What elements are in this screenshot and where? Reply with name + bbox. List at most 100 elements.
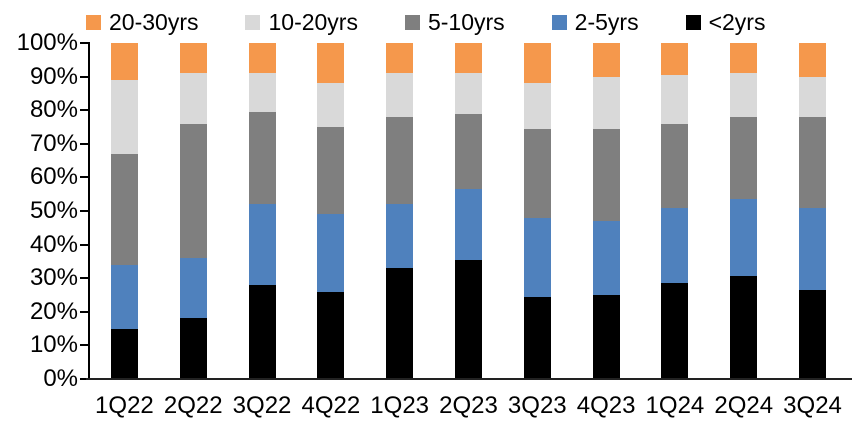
stacked-bar-3q23 (523, 43, 551, 379)
stacked-bar-1q24 (661, 43, 689, 379)
bar-segment-5-10yrs-2q23 (454, 113, 482, 190)
x-axis-line (86, 378, 852, 380)
y-axis-tick-label: 0% (43, 365, 78, 392)
bar-segment-5-10yrs-3q23 (523, 128, 551, 218)
category-slot-2q23 (434, 43, 503, 379)
x-axis-tick-label-4q22: 4Q22 (301, 392, 361, 419)
y-axis-tick-label: 10% (29, 331, 78, 359)
y-axis-tick-label: 40% (29, 230, 78, 258)
bar-segment-10-20yrs-2q24 (730, 73, 758, 117)
stacked-bar-4q23 (592, 43, 620, 379)
bar-segment-5-10yrs-2q22 (179, 123, 207, 259)
y-axis-tick-mark (80, 378, 90, 380)
bar-segment-20-30yrs-2q22 (179, 43, 207, 74)
legend-item-2-5yrs: 2-5yrs (551, 8, 639, 35)
stacked-bar-1q22 (110, 43, 138, 379)
bar-segment-10-20yrs-2q22 (179, 73, 207, 124)
legend-label: 10-20yrs (268, 8, 358, 35)
bar-segment-20-30yrs-3q22 (248, 43, 276, 74)
x-axis-tick-label-1q22: 1Q22 (95, 392, 154, 419)
stacked-bar-4q22 (317, 43, 345, 379)
bar-segment-5-10yrs-1q24 (661, 123, 689, 208)
legend-label: 5-10yrs (427, 8, 505, 35)
bar-segment-2-5yrs-1q22 (110, 264, 138, 329)
x-axis-tick-label-3q23: 3Q23 (507, 392, 567, 419)
x-axis-tick-label-3q22: 3Q22 (232, 392, 292, 419)
legend-swatch-icon (551, 14, 567, 30)
legend-label: 20-30yrs (109, 8, 199, 35)
bar-segment-10-20yrs-3q24 (799, 76, 827, 117)
bar-segment-20-30yrs-4q22 (317, 43, 345, 84)
bar-segment-2-5yrs-4q22 (317, 214, 345, 292)
y-axis-tick-label: 20% (29, 297, 78, 325)
bar-segment-2yrs-3q22 (248, 284, 276, 379)
bar-segment-2-5yrs-1q24 (661, 207, 689, 284)
y-axis-tick-label: 60% (29, 163, 78, 191)
bar-segment-2yrs-2q24 (730, 276, 758, 379)
bar-segment-20-30yrs-1q23 (386, 43, 414, 74)
legend-swatch-icon (404, 14, 420, 30)
x-axis-labels: 1Q22 2Q22 3Q22 4Q22 1Q23 2Q23 3Q23 4Q23 1Q24 2Q24… (90, 392, 847, 422)
category-slot-1q22 (90, 43, 159, 379)
bar-segment-2-5yrs-4q23 (592, 221, 620, 295)
y-axis-tick-mark (80, 42, 90, 44)
legend-item-5-10yrs: 5-10yrs (404, 8, 505, 35)
y-axis-tick-label: 100% (16, 29, 78, 56)
stacked-bar-1q23 (386, 43, 414, 379)
y-axis-tick-mark (80, 109, 90, 112)
plot-area (90, 43, 847, 379)
category-slot-4q22 (296, 43, 365, 379)
legend-label: 2-5yrs (574, 8, 639, 35)
stacked-bar-3q22 (248, 43, 276, 379)
bar-segment-2-5yrs-1q23 (386, 204, 414, 269)
y-axis-tick-mark (80, 142, 90, 145)
bar-segment-2-5yrs-2q22 (179, 258, 207, 319)
legend-label: <2yrs (708, 8, 766, 35)
stacked-bar-2q24 (730, 43, 758, 379)
bar-segment-10-20yrs-2q23 (454, 73, 482, 114)
legend-swatch-icon (245, 14, 261, 30)
stacked-bar-3q24 (799, 43, 827, 379)
bar-segment-2yrs-2q23 (454, 259, 482, 379)
legend-swatch-icon (685, 14, 701, 30)
category-slot-2q22 (159, 43, 228, 379)
y-axis-tick-mark (80, 210, 90, 212)
bar-segment-10-20yrs-1q24 (661, 74, 689, 124)
legend-item-10-20yrs: 10-20yrs (245, 8, 358, 35)
chart-legend: 20-30yrs 10-20yrs 5-10yrs 2-5yrs <2yrs (86, 5, 765, 39)
bar-segment-20-30yrs-2q24 (730, 43, 758, 74)
category-slot-3q22 (228, 43, 297, 379)
x-axis-tick-label-1q24: 1Q24 (645, 392, 705, 419)
category-slot-3q24 (778, 43, 847, 379)
y-axis-tick-mark (80, 75, 90, 78)
bar-segment-20-30yrs-1q24 (661, 43, 689, 75)
y-axis-tick-label: 90% (29, 62, 78, 90)
bar-segment-5-10yrs-4q23 (592, 128, 620, 222)
stacked-bar-2q23 (454, 43, 482, 379)
bar-segment-2yrs-1q22 (110, 328, 138, 379)
category-slot-3q23 (503, 43, 572, 379)
x-axis-tick-label-2q22: 2Q22 (163, 392, 223, 419)
bar-segment-5-10yrs-3q24 (799, 116, 827, 208)
bar-segment-2yrs-3q24 (799, 289, 827, 379)
y-axis-line (88, 42, 90, 380)
y-axis-tick-mark (80, 277, 90, 280)
bar-segment-10-20yrs-1q23 (386, 73, 414, 117)
bar-segment-20-30yrs-3q24 (799, 43, 827, 77)
stacked-bar-2q22 (179, 43, 207, 379)
bar-segment-10-20yrs-3q23 (523, 83, 551, 129)
bar-segment-2yrs-1q23 (386, 268, 414, 379)
bar-segment-20-30yrs-1q22 (110, 43, 138, 80)
bar-segment-2-5yrs-3q22 (248, 204, 276, 285)
x-axis-tick-label-2q24: 2Q24 (714, 392, 774, 419)
y-axis-tick-mark (80, 176, 90, 179)
category-slot-1q24 (641, 43, 710, 379)
bar-segment-2yrs-4q23 (592, 294, 620, 379)
x-axis-tick-label-4q23: 4Q23 (576, 392, 636, 419)
bar-segment-2-5yrs-2q24 (730, 199, 758, 277)
bar-segment-2-5yrs-3q23 (523, 217, 551, 297)
bar-segment-2-5yrs-2q23 (454, 189, 482, 260)
bar-segment-5-10yrs-3q22 (248, 111, 276, 205)
legend-item-2yrs: <2yrs (685, 8, 766, 35)
